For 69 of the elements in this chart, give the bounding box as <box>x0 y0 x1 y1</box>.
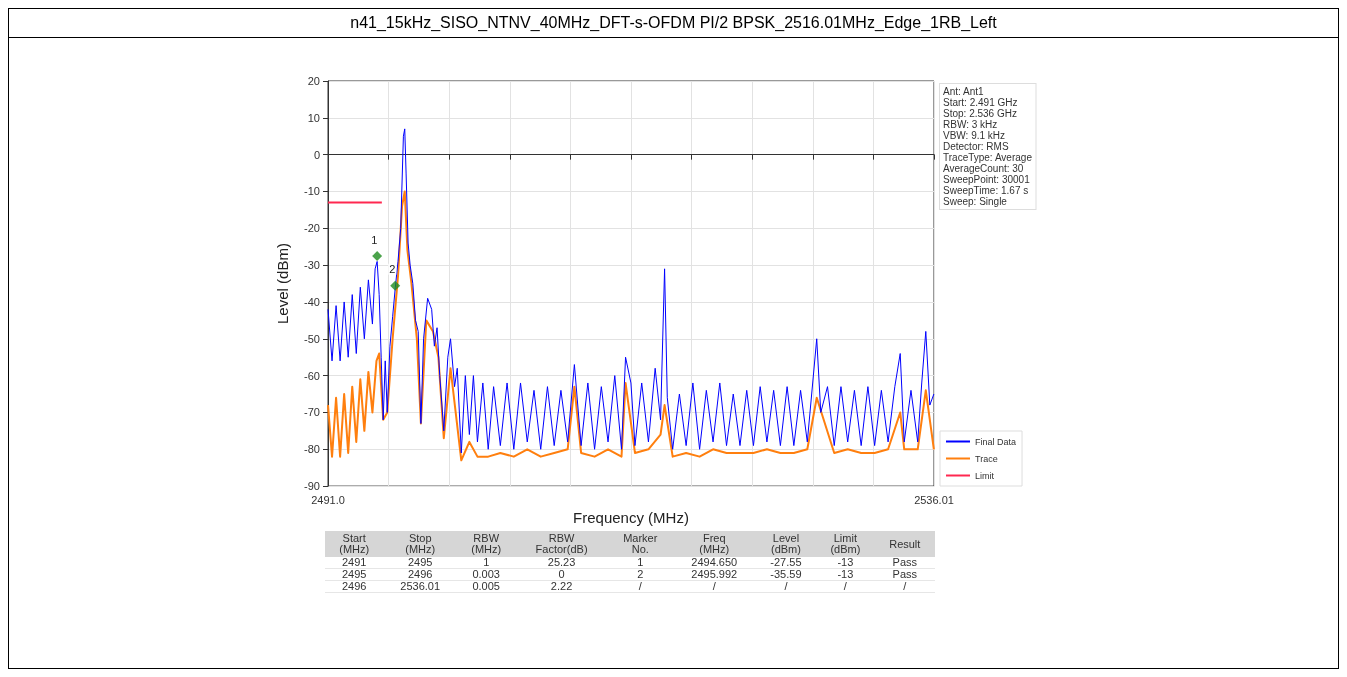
line-series <box>327 190 935 462</box>
category-label: Stop (MHz) <box>404 531 437 557</box>
y-tick-label: -80 <box>304 443 320 456</box>
text: 2496 <box>341 580 367 592</box>
text: 0.003 <box>472 568 500 580</box>
text: / <box>712 580 716 592</box>
x-axis-title: Frequency (MHz) <box>573 509 689 526</box>
y-tick-label: -10 <box>304 185 320 198</box>
text: / <box>638 580 642 592</box>
text: 1 <box>483 556 490 568</box>
annotation: 1 <box>371 233 378 246</box>
text: 2536.01 <box>400 580 441 592</box>
text: 2491 <box>341 556 367 568</box>
text: Ant: Ant1 <box>943 86 985 97</box>
text: 0 <box>558 568 565 580</box>
y-tick-label: -50 <box>304 332 320 345</box>
text: 25.23 <box>547 556 576 568</box>
legend-label: Limit <box>975 470 995 481</box>
text: 2495 <box>407 556 433 568</box>
text: 2495 <box>341 568 367 580</box>
text: TraceType: Average <box>943 152 1033 163</box>
text: 2496 <box>407 568 433 580</box>
text: Detector: RMS <box>943 141 1009 152</box>
y-tick-label: 0 <box>313 148 320 161</box>
category-label: Start (MHz) <box>338 531 371 557</box>
text: -27.55 <box>770 556 802 568</box>
annotation: 2 <box>389 263 396 276</box>
y-tick-label: -90 <box>304 480 320 493</box>
category-label: RBW Factor(dB) <box>534 531 589 557</box>
y-axis-title: Level (dBm) <box>274 243 291 324</box>
x-tick-label: 2491.0 <box>311 493 345 506</box>
y-tick-label: -70 <box>304 406 320 419</box>
category-label: RBW (MHz) <box>470 531 503 557</box>
text: -35.59 <box>770 568 802 580</box>
text: RBW: 3 kHz <box>943 119 998 130</box>
text: Sweep: Single <box>943 196 1008 207</box>
text: SweepPoint: 30001 <box>943 174 1031 185</box>
category-label: Result <box>888 536 922 552</box>
text: 1 <box>637 556 644 568</box>
legend-label: Final Data <box>975 436 1017 447</box>
text: / <box>903 580 907 592</box>
text: SweepTime: 1.67 s <box>943 185 1029 196</box>
text: Pass <box>892 568 918 580</box>
category-label: Marker No. <box>622 531 659 557</box>
category-label: Limit (dBm) <box>829 531 862 557</box>
y-tick-label: 10 <box>307 111 320 124</box>
text: AverageCount: 30 <box>943 163 1024 174</box>
text: Pass <box>892 556 918 568</box>
chart-title: n41_15kHz_SISO_NTNV_40MHz_DFT-s-OFDM PI/2 BPSK_2516.01MHz_Edge_1RB_Left <box>9 9 1338 38</box>
text: -13 <box>837 556 854 568</box>
category-label: Level (dBm) <box>769 531 802 557</box>
text: 2495.992 <box>691 568 738 580</box>
text: Stop: 2.536 GHz <box>943 108 1017 119</box>
text: 2.22 <box>550 580 573 592</box>
legend-label: Trace <box>975 453 998 464</box>
y-tick-label: -20 <box>304 222 320 235</box>
text: 2 <box>637 568 644 580</box>
y-tick-label: 20 <box>307 75 320 87</box>
text: -13 <box>837 568 854 580</box>
text: 0.005 <box>472 580 500 592</box>
text: Start: 2.491 GHz <box>943 97 1018 108</box>
text: / <box>843 580 847 592</box>
y-tick-label: -40 <box>304 295 320 308</box>
text: / <box>784 580 788 592</box>
text: VBW: 9.1 kHz <box>943 130 1006 141</box>
y-tick-label: -60 <box>304 369 320 382</box>
text: 2494.650 <box>691 556 738 568</box>
y-tick-label: -30 <box>304 259 320 272</box>
category-label: Freq (MHz) <box>698 531 731 557</box>
